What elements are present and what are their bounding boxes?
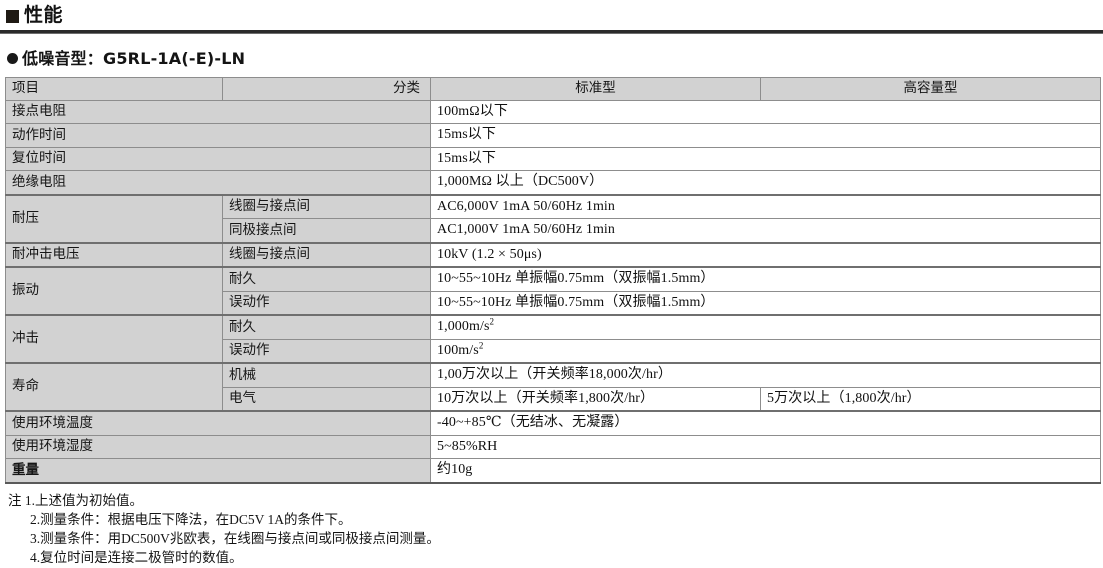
column-header-classification: 分类	[222, 77, 431, 101]
shock-durability-number: 1,000m/s	[437, 319, 490, 335]
subtitle-model: G5RL-1A(-E)-LN	[103, 49, 246, 68]
column-header-high-capacity: 高容量型	[760, 77, 1101, 101]
row-item-operate-time: 动作时间	[5, 123, 431, 148]
row-value-impulse-withstand-voltage: 10kV (1.2 × 50μs)	[430, 241, 1101, 268]
table-row: 振动 耐久 10~55~10Hz 单振幅0.75mm（双振幅1.5mm）	[5, 266, 1101, 316]
row-value-electrical-life-high-capacity: 5万次以上（1,800次/hr）	[760, 386, 1101, 412]
row-item-shock: 冲击	[5, 314, 223, 364]
row-value-electrical-life-standard: 10万次以上（开关频率1,800次/hr）	[430, 386, 761, 412]
row-item-dielectric-strength: 耐压	[5, 193, 223, 244]
row-subitem-shock-malfunction: 误动作	[222, 338, 431, 364]
footnote-1: 注 1.上述值为初始值。	[8, 492, 143, 508]
row-value-vibration-malfunction: 10~55~10Hz 单振幅0.75mm（双振幅1.5mm）	[430, 290, 1101, 316]
row-value-shock-durability: 1,000m/s2	[430, 314, 1101, 340]
table-row: 接点电阻 100mΩ以下	[5, 99, 1101, 125]
row-item-weight: 重量	[5, 458, 431, 484]
superscript-two: 2	[489, 316, 495, 327]
subtitle-label: 低噪音型：	[22, 49, 104, 68]
row-item-vibration: 振动	[5, 266, 223, 316]
row-value-mechanical-life: 1,00万次以上（开关频率18,000次/hr）	[430, 362, 1101, 388]
table-row: 使用环境温度 -40~+85℃（无结冰、无凝露）	[5, 410, 1101, 436]
row-subitem-vibration-durability: 耐久	[222, 266, 431, 292]
row-subitem-mechanical-life: 机械	[222, 362, 431, 388]
row-value-dielectric-same-pole: AC1,000V 1mA 50/60Hz 1min	[430, 218, 1101, 244]
table-row: 电气 10万次以上（开关频率1,800次/hr） 5万次以上（1,800次/hr…	[6, 386, 1101, 412]
round-bullet-icon	[7, 52, 18, 64]
row-value-insulation-resistance: 1,000MΩ 以上（DC500V）	[430, 170, 1101, 196]
table-row: 误动作 10~55~10Hz 单振幅0.75mm（双振幅1.5mm）	[6, 290, 1101, 316]
shock-malfunction-number: 100m/s	[437, 342, 479, 358]
table-row: 耐冲击电压 线圈与接点间 10kV (1.2 × 50μs)	[5, 241, 1101, 268]
row-value-vibration-durability: 10~55~10Hz 单振幅0.75mm（双振幅1.5mm）	[430, 266, 1101, 292]
footnote-2: 2.测量条件：根据电压下降法，在DC5V 1A的条件下。	[30, 512, 352, 528]
square-marker-icon	[6, 10, 19, 23]
superscript-two: 2	[478, 340, 484, 351]
table-row: 动作时间 15ms以下	[5, 123, 1101, 148]
table-row: 耐压 线圈与接点间 AC6,000V 1mA 50/60Hz 1min	[5, 193, 1101, 244]
row-value-ambient-humidity: 5~85%RH	[430, 434, 1101, 460]
row-item-ambient-humidity: 使用环境湿度	[5, 434, 431, 460]
product-subtitle: 低噪音型：G5RL-1A(-E)-LN	[0, 34, 1103, 77]
table-row: 误动作 100m/s2	[6, 338, 1101, 364]
row-value-contact-resistance: 100mΩ以下	[430, 99, 1101, 125]
row-value-weight: 约10g	[430, 458, 1101, 484]
column-header-standard: 标准型	[430, 77, 761, 101]
product-model-label: 低噪音型：G5RL-1A(-E)-LN	[22, 45, 245, 69]
row-subitem-coil-contact: 线圈与接点间	[222, 193, 431, 220]
row-subitem-shock-durability: 耐久	[222, 314, 431, 340]
row-value-release-time: 15ms以下	[430, 146, 1101, 172]
table-header-row: 项目 分类 标准型 高容量型	[5, 77, 1101, 101]
row-item-ambient-temperature: 使用环境温度	[5, 410, 431, 436]
row-item-impulse-withstand-voltage: 耐冲击电压	[5, 241, 223, 268]
column-header-item: 项目	[5, 77, 223, 101]
row-item-contact-resistance: 接点电阻	[5, 99, 431, 125]
page-title: 性能	[24, 4, 64, 26]
section-header: 性能	[0, 0, 1103, 34]
row-value-shock-malfunction: 100m/s2	[430, 338, 1101, 364]
row-item-insulation-resistance: 绝缘电阻	[5, 170, 431, 196]
footnote-3: 3.测量条件：用DC500V兆欧表，在线圈与接点间或同极接点间测量。	[30, 531, 440, 547]
row-subitem-vibration-malfunction: 误动作	[222, 290, 431, 316]
row-subitem-same-pole-contacts: 同极接点间	[222, 218, 431, 244]
table-row: 寿命 机械 1,00万次以上（开关频率18,000次/hr）	[5, 362, 1101, 412]
row-value-dielectric-coil-contact: AC6,000V 1mA 50/60Hz 1min	[430, 193, 1101, 220]
row-subitem-coil-contact-impulse: 线圈与接点间	[222, 241, 431, 268]
table-row: 冲击 耐久 1,000m/s2	[5, 314, 1101, 364]
table-row: 复位时间 15ms以下	[5, 146, 1101, 172]
row-value-operate-time: 15ms以下	[430, 123, 1101, 148]
row-value-ambient-temperature: -40~+85℃（无结冰、无凝露）	[430, 410, 1101, 436]
table-row: 绝缘电阻 1,000MΩ 以上（DC500V）	[5, 170, 1101, 196]
row-item-release-time: 复位时间	[5, 146, 431, 172]
specifications-table: 项目 分类 标准型 高容量型 接点电阻 100mΩ以下 动作时间 15ms以下 …	[5, 77, 1101, 484]
table-row: 使用环境湿度 5~85%RH	[5, 434, 1101, 460]
row-item-service-life: 寿命	[5, 362, 223, 412]
table-row: 重量 约10g	[5, 458, 1101, 484]
footnote-4: 4.复位时间是连接二极管时的数值。	[30, 550, 243, 566]
footnotes: 注 1.上述值为初始值。 2.测量条件：根据电压下降法，在DC5V 1A的条件下…	[8, 491, 1103, 568]
row-subitem-electrical-life: 电气	[222, 386, 431, 412]
header-divider	[0, 30, 1103, 34]
